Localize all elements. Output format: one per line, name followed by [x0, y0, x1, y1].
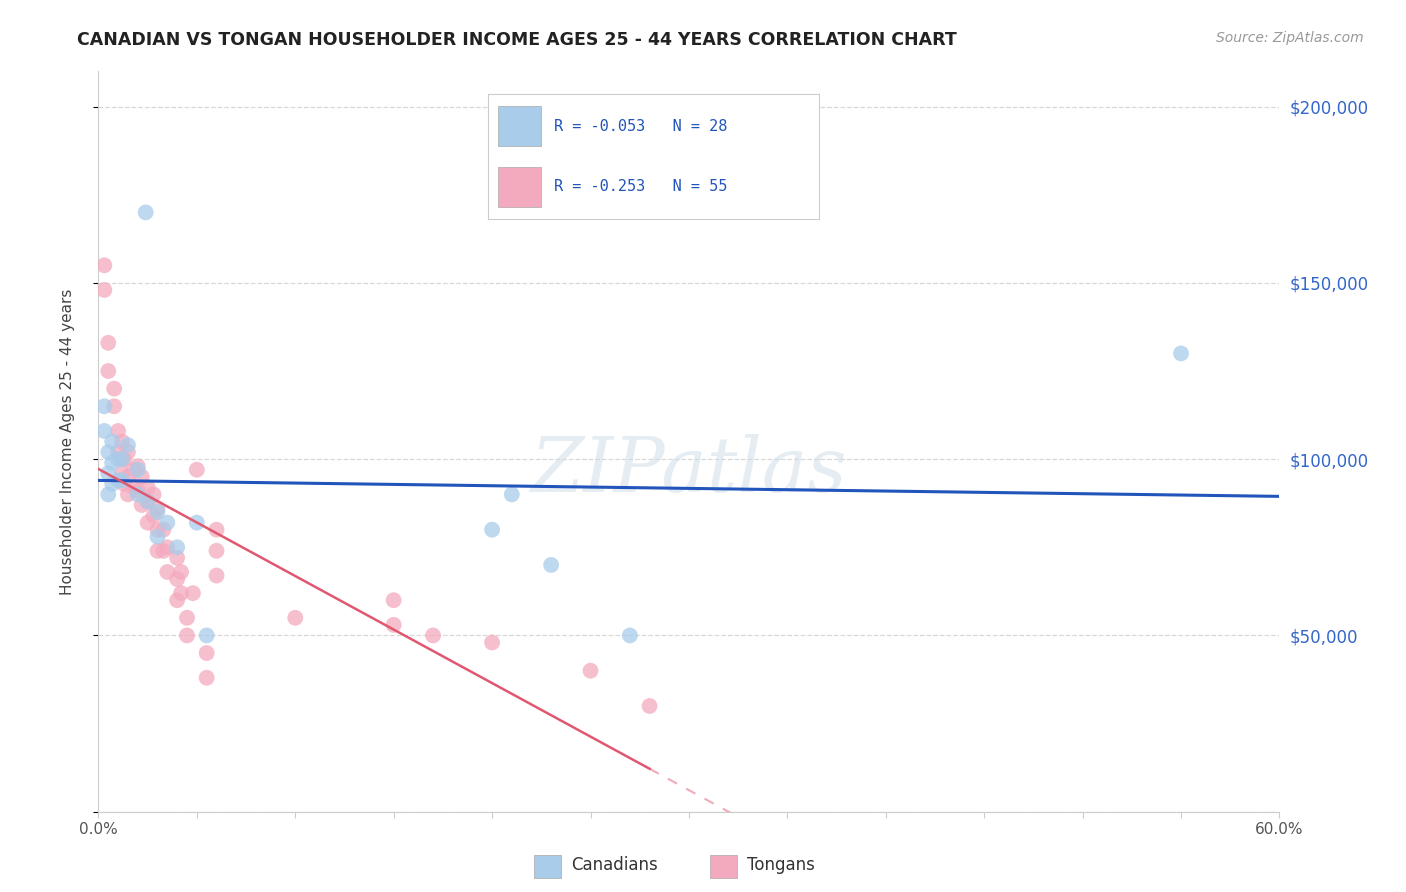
Point: [166, 593, 188, 607]
Point: [579, 664, 602, 678]
Point: [107, 452, 129, 467]
Point: [97, 335, 120, 350]
Text: ZIPatlas: ZIPatlas: [530, 434, 848, 508]
Point: [284, 611, 307, 625]
Point: [205, 568, 228, 582]
Point: [111, 473, 134, 487]
Point: [135, 205, 157, 219]
Point: [93, 283, 115, 297]
Point: [156, 565, 179, 579]
Point: [422, 628, 444, 642]
Point: [540, 558, 562, 572]
Point: [166, 550, 188, 565]
Point: [117, 445, 139, 459]
Point: [156, 516, 179, 530]
Point: [127, 487, 149, 501]
Point: [382, 618, 405, 632]
Point: [186, 463, 208, 477]
Point: [117, 438, 139, 452]
Point: [382, 593, 405, 607]
Point: [93, 399, 115, 413]
Bar: [710, 855, 737, 878]
Bar: [534, 855, 561, 878]
Point: [127, 463, 149, 477]
Point: [136, 494, 159, 508]
Point: [156, 541, 179, 555]
Point: [127, 459, 149, 474]
Point: [146, 501, 169, 516]
Point: [146, 523, 169, 537]
Point: [122, 480, 145, 494]
Point: [101, 434, 124, 449]
Point: [111, 467, 134, 481]
Text: Tongans: Tongans: [747, 856, 814, 874]
Point: [117, 487, 139, 501]
Text: Source: ZipAtlas.com: Source: ZipAtlas.com: [1216, 31, 1364, 45]
Point: [481, 523, 503, 537]
Point: [97, 467, 120, 481]
Point: [97, 364, 120, 378]
Point: [1170, 346, 1192, 360]
Point: [181, 586, 204, 600]
Point: [142, 487, 165, 501]
Point: [127, 483, 149, 498]
Point: [136, 516, 159, 530]
Point: [205, 544, 228, 558]
Y-axis label: Householder Income Ages 25 - 44 years: Householder Income Ages 25 - 44 years: [60, 288, 75, 595]
Point: [112, 476, 135, 491]
Point: [122, 463, 145, 477]
Point: [205, 523, 228, 537]
Point: [112, 452, 135, 467]
Point: [176, 611, 198, 625]
Point: [131, 470, 153, 484]
Point: [97, 445, 120, 459]
Point: [93, 258, 115, 272]
Point: [146, 530, 169, 544]
Point: [103, 382, 125, 396]
Text: CANADIAN VS TONGAN HOUSEHOLDER INCOME AGES 25 - 44 YEARS CORRELATION CHART: CANADIAN VS TONGAN HOUSEHOLDER INCOME AG…: [77, 31, 957, 49]
Point: [101, 476, 124, 491]
Point: [186, 516, 208, 530]
Point: [195, 628, 218, 642]
Point: [501, 487, 523, 501]
Point: [131, 498, 153, 512]
Point: [170, 586, 193, 600]
Point: [619, 628, 641, 642]
Point: [136, 480, 159, 494]
Point: [101, 456, 124, 470]
Point: [93, 424, 115, 438]
Point: [107, 424, 129, 438]
Point: [481, 635, 503, 649]
Point: [170, 565, 193, 579]
Point: [195, 671, 218, 685]
Point: [146, 544, 169, 558]
Point: [195, 646, 218, 660]
Point: [117, 470, 139, 484]
Point: [107, 473, 129, 487]
Point: [111, 452, 134, 467]
Point: [142, 508, 165, 523]
Point: [638, 698, 661, 713]
Point: [107, 445, 129, 459]
Point: [111, 452, 134, 467]
Point: [146, 505, 169, 519]
Point: [103, 399, 125, 413]
Point: [152, 523, 174, 537]
Point: [136, 494, 159, 508]
Point: [152, 544, 174, 558]
Point: [176, 628, 198, 642]
Point: [166, 541, 188, 555]
Point: [97, 487, 120, 501]
Point: [166, 572, 188, 586]
Text: Canadians: Canadians: [571, 856, 658, 874]
Point: [111, 434, 134, 449]
